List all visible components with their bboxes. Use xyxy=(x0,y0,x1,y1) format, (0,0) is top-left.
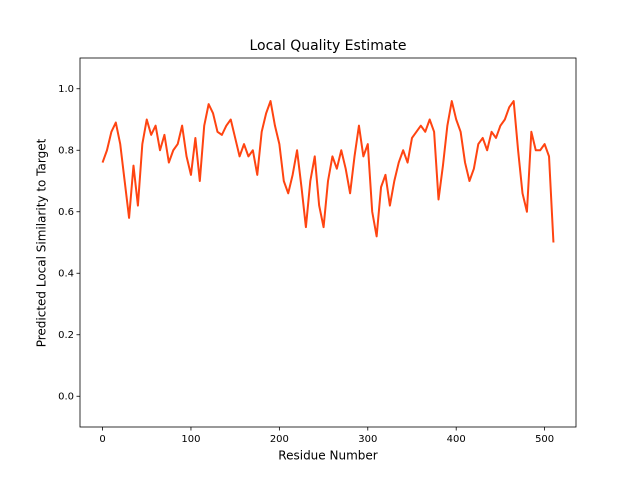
y-axis-label: Predicted Local Similarity to Target xyxy=(35,138,49,347)
y-tick-label: 0.6 xyxy=(58,207,74,218)
x-tick-label: 0 xyxy=(99,434,105,445)
y-tick-label: 0.8 xyxy=(58,145,74,156)
y-tick-label: 0.4 xyxy=(58,268,74,279)
x-tick-label: 400 xyxy=(447,434,466,445)
x-axis-label: Residue Number xyxy=(278,449,377,463)
axes-frame xyxy=(79,57,577,428)
x-tick-label: 300 xyxy=(358,434,377,445)
y-tick-label: 1.0 xyxy=(58,84,74,95)
y-tick-label: 0.2 xyxy=(58,330,74,341)
x-tick-label: 100 xyxy=(181,434,200,445)
chart-title: Local Quality Estimate xyxy=(249,38,406,54)
y-tick-label: 0.0 xyxy=(58,391,74,402)
x-tick-label: 200 xyxy=(270,434,289,445)
data-line xyxy=(101,100,555,243)
x-tick-label: 500 xyxy=(535,434,554,445)
